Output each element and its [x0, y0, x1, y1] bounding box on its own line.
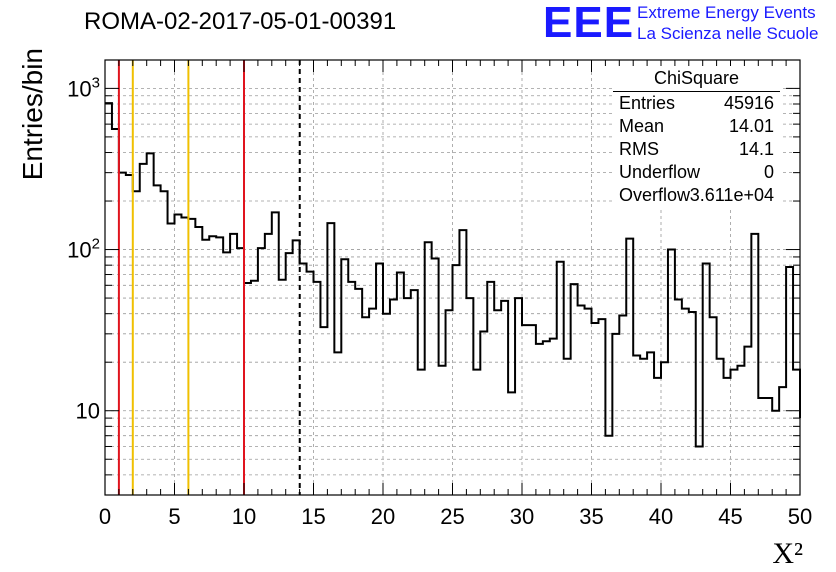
- histogram-series: [105, 102, 801, 448]
- x-tick-label: 45: [718, 504, 742, 529]
- x-tick-label: 25: [440, 504, 464, 529]
- stat-value: 3.611e+04: [689, 185, 774, 205]
- stat-row-underflow: Underflow 0: [619, 162, 774, 184]
- stat-value: 14.1: [738, 139, 774, 159]
- stat-label: Overflow: [619, 185, 691, 205]
- x-tick-label: 40: [649, 504, 673, 529]
- stat-value: 14.01: [728, 116, 774, 136]
- stat-value: 45916: [723, 93, 774, 113]
- stats-title: ChiSquare: [653, 68, 740, 88]
- eee-logo: EEE: [543, 0, 635, 47]
- marker-lines: [117, 60, 301, 495]
- y-axis-label: Entries/bin: [17, 48, 48, 180]
- stats-divider: [613, 91, 780, 92]
- y-tick-label: 103: [67, 74, 100, 101]
- x-tick-label: 50: [788, 504, 812, 529]
- stat-label: Entries: [619, 93, 676, 113]
- x-tick-label: 15: [301, 504, 325, 529]
- stat-label: Mean: [619, 116, 665, 136]
- histogram-step-line: [105, 102, 801, 448]
- stat-row-overflow: Overflow 3.611e+04: [619, 185, 774, 207]
- stat-row-mean: Mean 14.01: [619, 116, 774, 138]
- stat-label: RMS: [619, 139, 659, 159]
- logo-line-2: La Scienza nelle Scuole: [637, 24, 819, 43]
- y-axis: 10 102 103: [67, 74, 800, 496]
- stats-box: ChiSquare Entries 45916 Mean 14.01 RMS 1…: [613, 66, 780, 210]
- x-tick-label: 35: [579, 504, 603, 529]
- x-tick-label: 5: [168, 504, 180, 529]
- stat-value: 0: [763, 162, 774, 182]
- stat-row-entries: Entries 45916: [619, 93, 774, 115]
- logo-line-1: Extreme Energy Events: [637, 3, 816, 22]
- stat-row-rms: RMS 14.1: [619, 139, 774, 161]
- x-axis: 0 5 10 15 20 25 30 35 40 45 50: [99, 60, 812, 529]
- x-axis-label: X²: [772, 537, 803, 570]
- stat-label: Underflow: [619, 162, 701, 182]
- x-tick-label: 0: [99, 504, 111, 529]
- y-tick-label: 10: [76, 399, 100, 424]
- chart-title: ROMA-02-2017-05-01-00391: [84, 8, 397, 35]
- y-tick-label: 102: [67, 236, 100, 263]
- x-tick-label: 30: [510, 504, 534, 529]
- x-tick-label: 10: [232, 504, 256, 529]
- x-tick-label: 20: [371, 504, 395, 529]
